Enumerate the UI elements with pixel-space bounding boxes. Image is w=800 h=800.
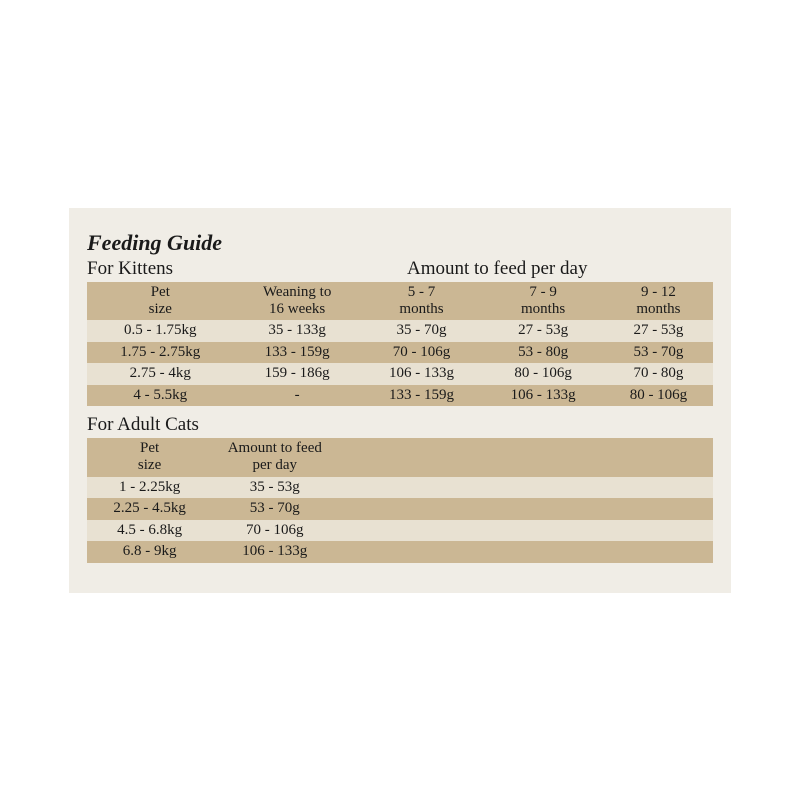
kittens-col-0: Petsize xyxy=(87,282,234,321)
table-row: 1 - 2.25kg 35 - 53g xyxy=(87,477,713,499)
page-title: Feeding Guide xyxy=(87,230,713,256)
table-row: 0.5 - 1.75kg 35 - 133g 35 - 70g 27 - 53g… xyxy=(87,320,713,342)
table-row: 4 - 5.5kg - 133 - 159g 106 - 133g 80 - 1… xyxy=(87,385,713,407)
adults-col-1: Amount to feedper day xyxy=(212,438,337,477)
table-row: 6.8 - 9kg 106 - 133g xyxy=(87,541,713,563)
feeding-guide-card: Feeding Guide For Kittens Amount to feed… xyxy=(69,208,731,593)
table-row: 1.75 - 2.75kg 133 - 159g 70 - 106g 53 - … xyxy=(87,342,713,364)
kittens-tbody: 0.5 - 1.75kg 35 - 133g 35 - 70g 27 - 53g… xyxy=(87,320,713,406)
kittens-col-3: 7 - 9months xyxy=(482,282,604,321)
adults-label: For Adult Cats xyxy=(87,414,367,436)
kittens-table: Petsize Weaning to16 weeks 5 - 7months 7… xyxy=(87,282,713,407)
adults-col-fill xyxy=(337,438,713,477)
kittens-col-1: Weaning to16 weeks xyxy=(234,282,361,321)
adults-header-row: Petsize Amount to feedper day xyxy=(87,438,713,477)
adults-table: Petsize Amount to feedper day 1 - 2.25kg… xyxy=(87,438,713,563)
kittens-label: For Kittens xyxy=(87,258,367,280)
kittens-col-2: 5 - 7months xyxy=(361,282,483,321)
adults-tbody: 1 - 2.25kg 35 - 53g 2.25 - 4.5kg 53 - 70… xyxy=(87,477,713,563)
kittens-section-header: For Kittens Amount to feed per day xyxy=(87,258,713,280)
kittens-col-4: 9 - 12months xyxy=(604,282,713,321)
table-row: 2.25 - 4.5kg 53 - 70g xyxy=(87,498,713,520)
adults-section: For Adult Cats Petsize Amount to feedper… xyxy=(87,414,713,563)
kittens-header-row: Petsize Weaning to16 weeks 5 - 7months 7… xyxy=(87,282,713,321)
table-row: 2.75 - 4kg 159 - 186g 106 - 133g 80 - 10… xyxy=(87,363,713,385)
kittens-amount-label: Amount to feed per day xyxy=(367,258,713,280)
adults-col-0: Petsize xyxy=(87,438,212,477)
table-row: 4.5 - 6.8kg 70 - 106g xyxy=(87,520,713,542)
